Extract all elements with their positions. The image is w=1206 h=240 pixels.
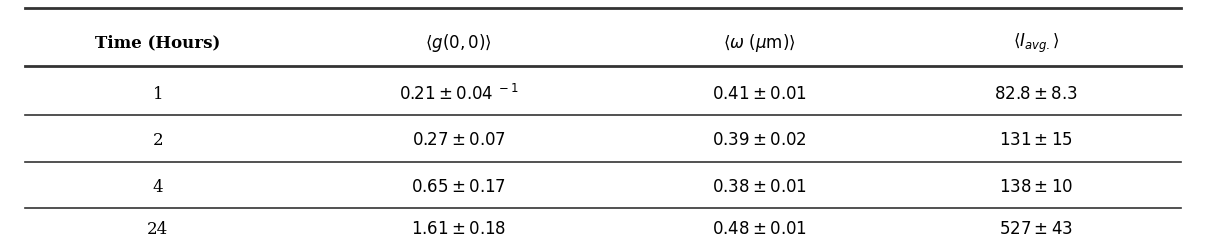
- Text: $1.61 \pm 0.18$: $1.61 \pm 0.18$: [411, 221, 507, 238]
- Text: $\langle \omega\ (\mu\mathrm{m}) \rangle$: $\langle \omega\ (\mu\mathrm{m}) \rangle…: [724, 32, 796, 54]
- Text: 4: 4: [152, 179, 163, 196]
- Text: Time (Hours): Time (Hours): [95, 35, 221, 52]
- Text: 24: 24: [147, 221, 169, 238]
- Text: 2: 2: [152, 132, 163, 149]
- Text: $131 \pm 15$: $131 \pm 15$: [1000, 132, 1073, 149]
- Text: $138 \pm 10$: $138 \pm 10$: [999, 179, 1073, 196]
- Text: $\langle I_{avg.} \rangle$: $\langle I_{avg.} \rangle$: [1013, 32, 1059, 55]
- Text: $0.65 \pm 0.17$: $0.65 \pm 0.17$: [411, 179, 507, 196]
- Text: $527 \pm 43$: $527 \pm 43$: [1000, 221, 1073, 238]
- Text: $0.27 \pm 0.07$: $0.27 \pm 0.07$: [411, 132, 505, 149]
- Text: $82.8 \pm 8.3$: $82.8 \pm 8.3$: [994, 86, 1078, 103]
- Text: $0.21 \pm 0.04^{\ -1}$: $0.21 \pm 0.04^{\ -1}$: [398, 84, 519, 104]
- Text: $0.48 \pm 0.01$: $0.48 \pm 0.01$: [712, 221, 807, 238]
- Text: $0.38 \pm 0.01$: $0.38 \pm 0.01$: [712, 179, 807, 196]
- Text: $\langle g(0,0) \rangle$: $\langle g(0,0) \rangle$: [426, 32, 492, 54]
- Text: 1: 1: [152, 86, 163, 103]
- Text: $0.39 \pm 0.02$: $0.39 \pm 0.02$: [712, 132, 807, 149]
- Text: $0.41 \pm 0.01$: $0.41 \pm 0.01$: [712, 86, 807, 103]
